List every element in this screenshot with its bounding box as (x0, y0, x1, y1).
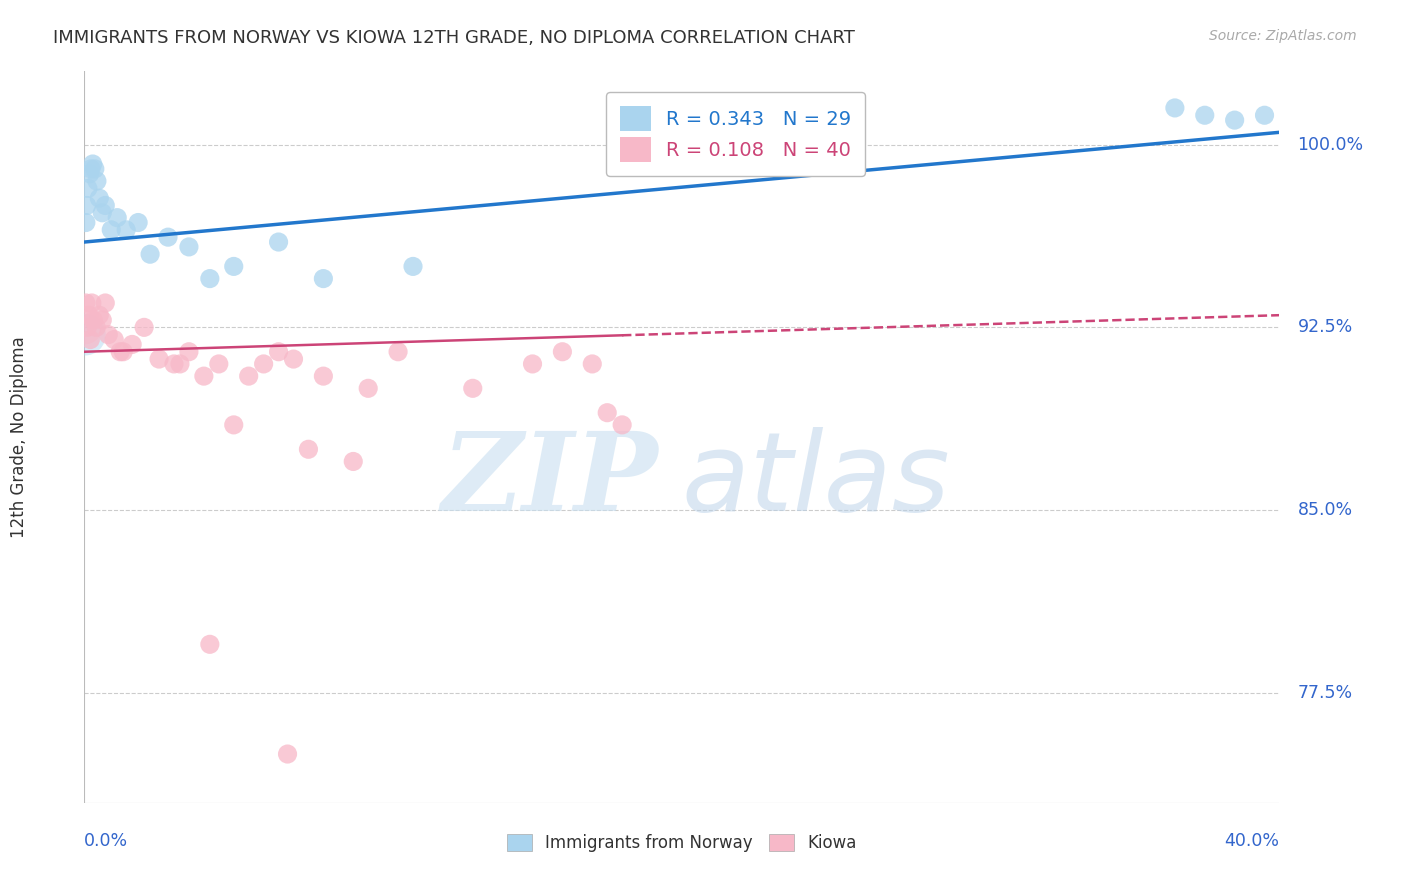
Point (402, 260, 425, 274)
Point (115, 223, 138, 237)
Text: atlas: atlas (682, 427, 950, 534)
Point (253, 357, 276, 371)
Text: 85.0%: 85.0% (1298, 501, 1353, 519)
Point (91, 313, 114, 327)
Point (91, 206, 114, 220)
Text: ZIP: ZIP (441, 427, 658, 534)
Point (94, 296, 117, 310)
Point (76, 320, 98, 334)
Point (581, 357, 603, 371)
Point (163, 357, 186, 371)
Point (86, 320, 108, 334)
Point (297, 442, 319, 457)
Point (89, 308, 111, 322)
Point (655, 113, 678, 128)
Point (77, 308, 100, 322)
Point (312, 271, 335, 285)
Text: 12th Grade, No Diploma: 12th Grade, No Diploma (10, 336, 28, 538)
Point (82, 157, 104, 171)
Text: 100.0%: 100.0% (1298, 136, 1364, 153)
Point (75, 215, 97, 229)
Text: Source: ZipAtlas.com: Source: ZipAtlas.com (1209, 29, 1357, 44)
Point (80, 296, 103, 310)
Point (238, 369, 260, 384)
Point (267, 344, 290, 359)
Point (89, 191, 111, 205)
Point (1223, 113, 1246, 128)
Point (387, 344, 409, 359)
Point (76, 198, 98, 212)
Point (277, 747, 299, 761)
Point (75, 296, 97, 310)
Point (83, 161, 105, 176)
Point (105, 211, 128, 225)
Text: 92.5%: 92.5% (1298, 318, 1353, 336)
Point (626, 125, 648, 139)
Point (73, 327, 96, 342)
Point (312, 369, 335, 384)
Point (1194, 108, 1216, 122)
Legend: Immigrants from Norway, Kiowa: Immigrants from Norway, Kiowa (498, 825, 866, 860)
Point (222, 260, 245, 274)
Point (94, 198, 117, 212)
Point (157, 230, 180, 244)
Point (82, 313, 104, 327)
Point (342, 454, 364, 468)
Text: 77.5%: 77.5% (1298, 684, 1353, 702)
Point (198, 271, 221, 285)
Point (461, 381, 484, 395)
Point (79, 333, 101, 347)
Point (596, 406, 619, 420)
Point (522, 357, 544, 371)
Point (110, 344, 132, 359)
Text: IMMIGRANTS FROM NORWAY VS KIOWA 12TH GRADE, NO DIPLOMA CORRELATION CHART: IMMIGRANTS FROM NORWAY VS KIOWA 12TH GRA… (53, 29, 855, 47)
Point (357, 381, 380, 395)
Point (127, 215, 149, 229)
Point (97, 327, 120, 342)
Text: 40.0%: 40.0% (1225, 832, 1279, 850)
Point (222, 417, 245, 432)
Point (551, 344, 574, 359)
Point (177, 240, 200, 254)
Point (1253, 108, 1275, 122)
Point (193, 369, 215, 384)
Point (1164, 101, 1187, 115)
Point (148, 352, 170, 367)
Point (283, 352, 305, 367)
Point (112, 344, 135, 359)
Point (139, 247, 162, 261)
Point (103, 333, 125, 347)
Point (73, 320, 96, 334)
Point (612, 417, 634, 432)
Point (132, 320, 156, 334)
Point (77, 181, 100, 195)
Point (198, 637, 221, 651)
Point (80, 161, 103, 176)
Point (86, 174, 108, 188)
Point (121, 337, 143, 351)
Point (177, 344, 200, 359)
Text: 0.0%: 0.0% (84, 832, 128, 850)
Point (208, 357, 231, 371)
Point (79, 167, 101, 181)
Point (267, 235, 290, 249)
Point (100, 223, 122, 237)
Point (169, 357, 191, 371)
